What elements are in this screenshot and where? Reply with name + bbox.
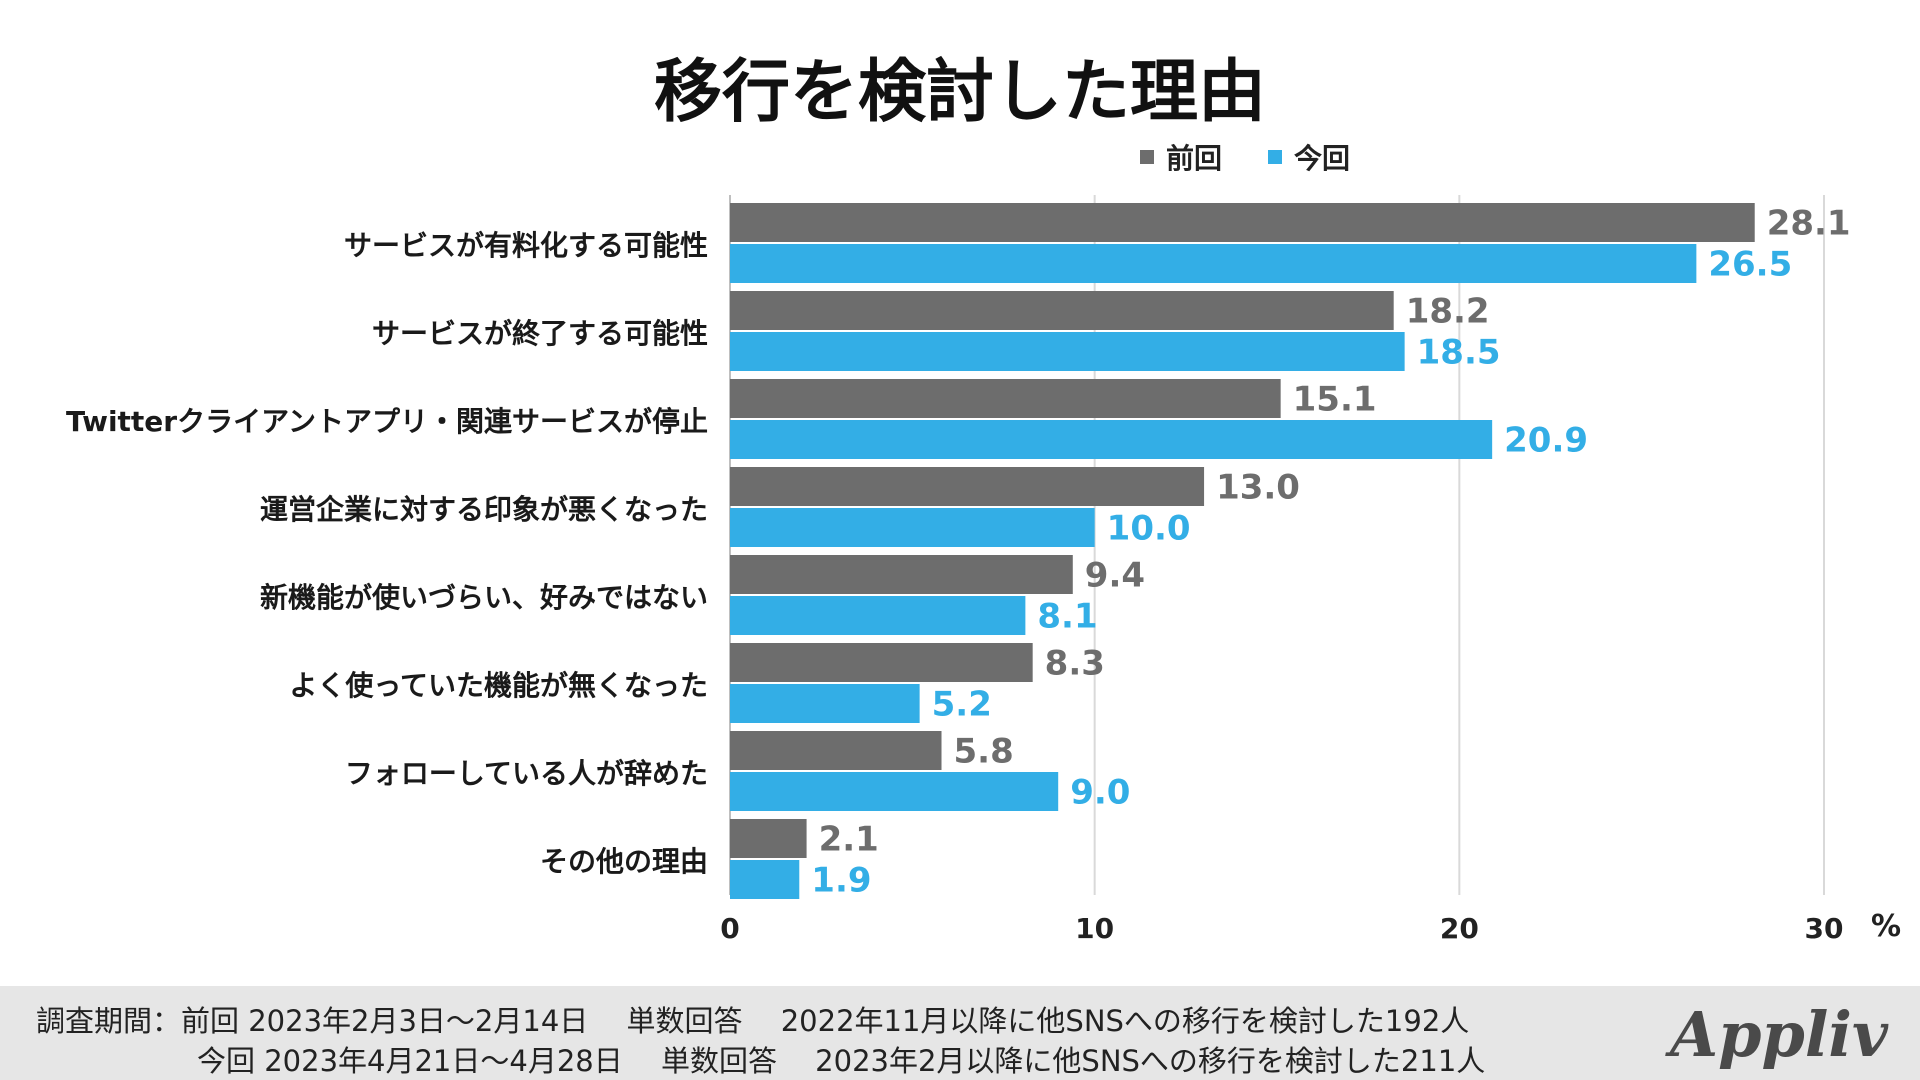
chart-title: 移行を検討した理由 <box>653 53 1266 132</box>
category-label: 運営企業に対する印象が悪くなった <box>259 493 708 526</box>
bar-previous <box>730 731 942 770</box>
bar-previous <box>730 291 1394 330</box>
bar-current <box>730 332 1405 371</box>
bar-current <box>730 772 1059 811</box>
value-label-current: 9.0 <box>1070 773 1130 813</box>
legend-swatch-current <box>1268 150 1283 164</box>
value-label-previous: 13.0 <box>1216 468 1300 508</box>
category-label: 新機能が使いづらい、好みではない <box>259 581 708 614</box>
appliv-logo: Appliv <box>1670 998 1888 1071</box>
legend: 前回 今回 <box>1140 137 1350 177</box>
category-label: よく使っていた機能が無くなった <box>289 669 708 702</box>
legend-label-previous: 前回 <box>1166 142 1223 175</box>
bar-previous <box>730 819 807 858</box>
footer-survey-previous: 調査期間：前回 2023年2月3日～2月14日 単数回答 2022年11月以降に… <box>36 1004 1470 1038</box>
x-tick-label: 20 <box>1440 912 1479 945</box>
value-label-current: 8.1 <box>1037 597 1097 637</box>
value-label-previous: 5.8 <box>954 732 1014 772</box>
category-label: その他の理由 <box>539 845 708 878</box>
category-label: サービスが有料化する可能性 <box>343 229 708 262</box>
bar-previous <box>730 203 1755 242</box>
value-label-current: 5.2 <box>932 685 992 725</box>
bar-current <box>730 508 1095 547</box>
legend-item-current: 今回 <box>1268 137 1350 177</box>
value-label-previous: 9.4 <box>1085 556 1145 596</box>
legend-swatch-previous <box>1140 150 1154 164</box>
bar-current <box>730 596 1026 635</box>
bar-current <box>730 860 800 899</box>
value-label-previous: 8.3 <box>1045 644 1105 684</box>
bar-previous <box>730 379 1281 418</box>
bar-chart: 0 10 20 30 % 28.1 18.2 15.1 13.0 9.4 8.3 5.8 2.1 26.5… <box>720 195 1901 945</box>
legend-item-previous: 前回 <box>1140 137 1222 177</box>
value-label-previous: 18.2 <box>1406 292 1490 332</box>
value-label-current: 1.9 <box>811 861 871 901</box>
bar-current <box>730 420 1493 459</box>
bar-previous <box>730 555 1073 594</box>
x-tick-label: 10 <box>1075 912 1114 945</box>
value-label-current: 18.5 <box>1417 333 1501 373</box>
bar-previous <box>730 643 1033 682</box>
footer: 調査期間：前回 2023年2月3日～2月14日 単数回答 2022年11月以降に… <box>0 986 1920 1080</box>
value-label-current: 10.0 <box>1107 509 1191 549</box>
value-label-previous: 28.1 <box>1767 204 1851 244</box>
value-label-current: 26.5 <box>1708 245 1792 285</box>
category-label: Twitterクライアントアプリ・関連サービスが停止 <box>66 405 708 438</box>
category-label: フォローしている人が辞めた <box>344 757 708 790</box>
bar-previous <box>730 467 1205 506</box>
legend-label-current: 今回 <box>1294 142 1351 175</box>
x-tick-label: 30 <box>1805 912 1844 945</box>
footer-survey-current: 今回 2023年4月21日～4月28日 単数回答 2023年2月以降に他SNSへ… <box>197 1044 1486 1078</box>
value-label-previous: 15.1 <box>1293 380 1377 420</box>
x-axis-unit: % <box>1871 909 1901 944</box>
value-label-current: 20.9 <box>1504 421 1588 461</box>
category-label: サービスが終了する可能性 <box>371 317 708 350</box>
bar-current <box>730 244 1697 283</box>
value-label-previous: 2.1 <box>819 820 879 860</box>
bar-current <box>730 684 920 723</box>
x-tick-label: 0 <box>720 912 739 945</box>
